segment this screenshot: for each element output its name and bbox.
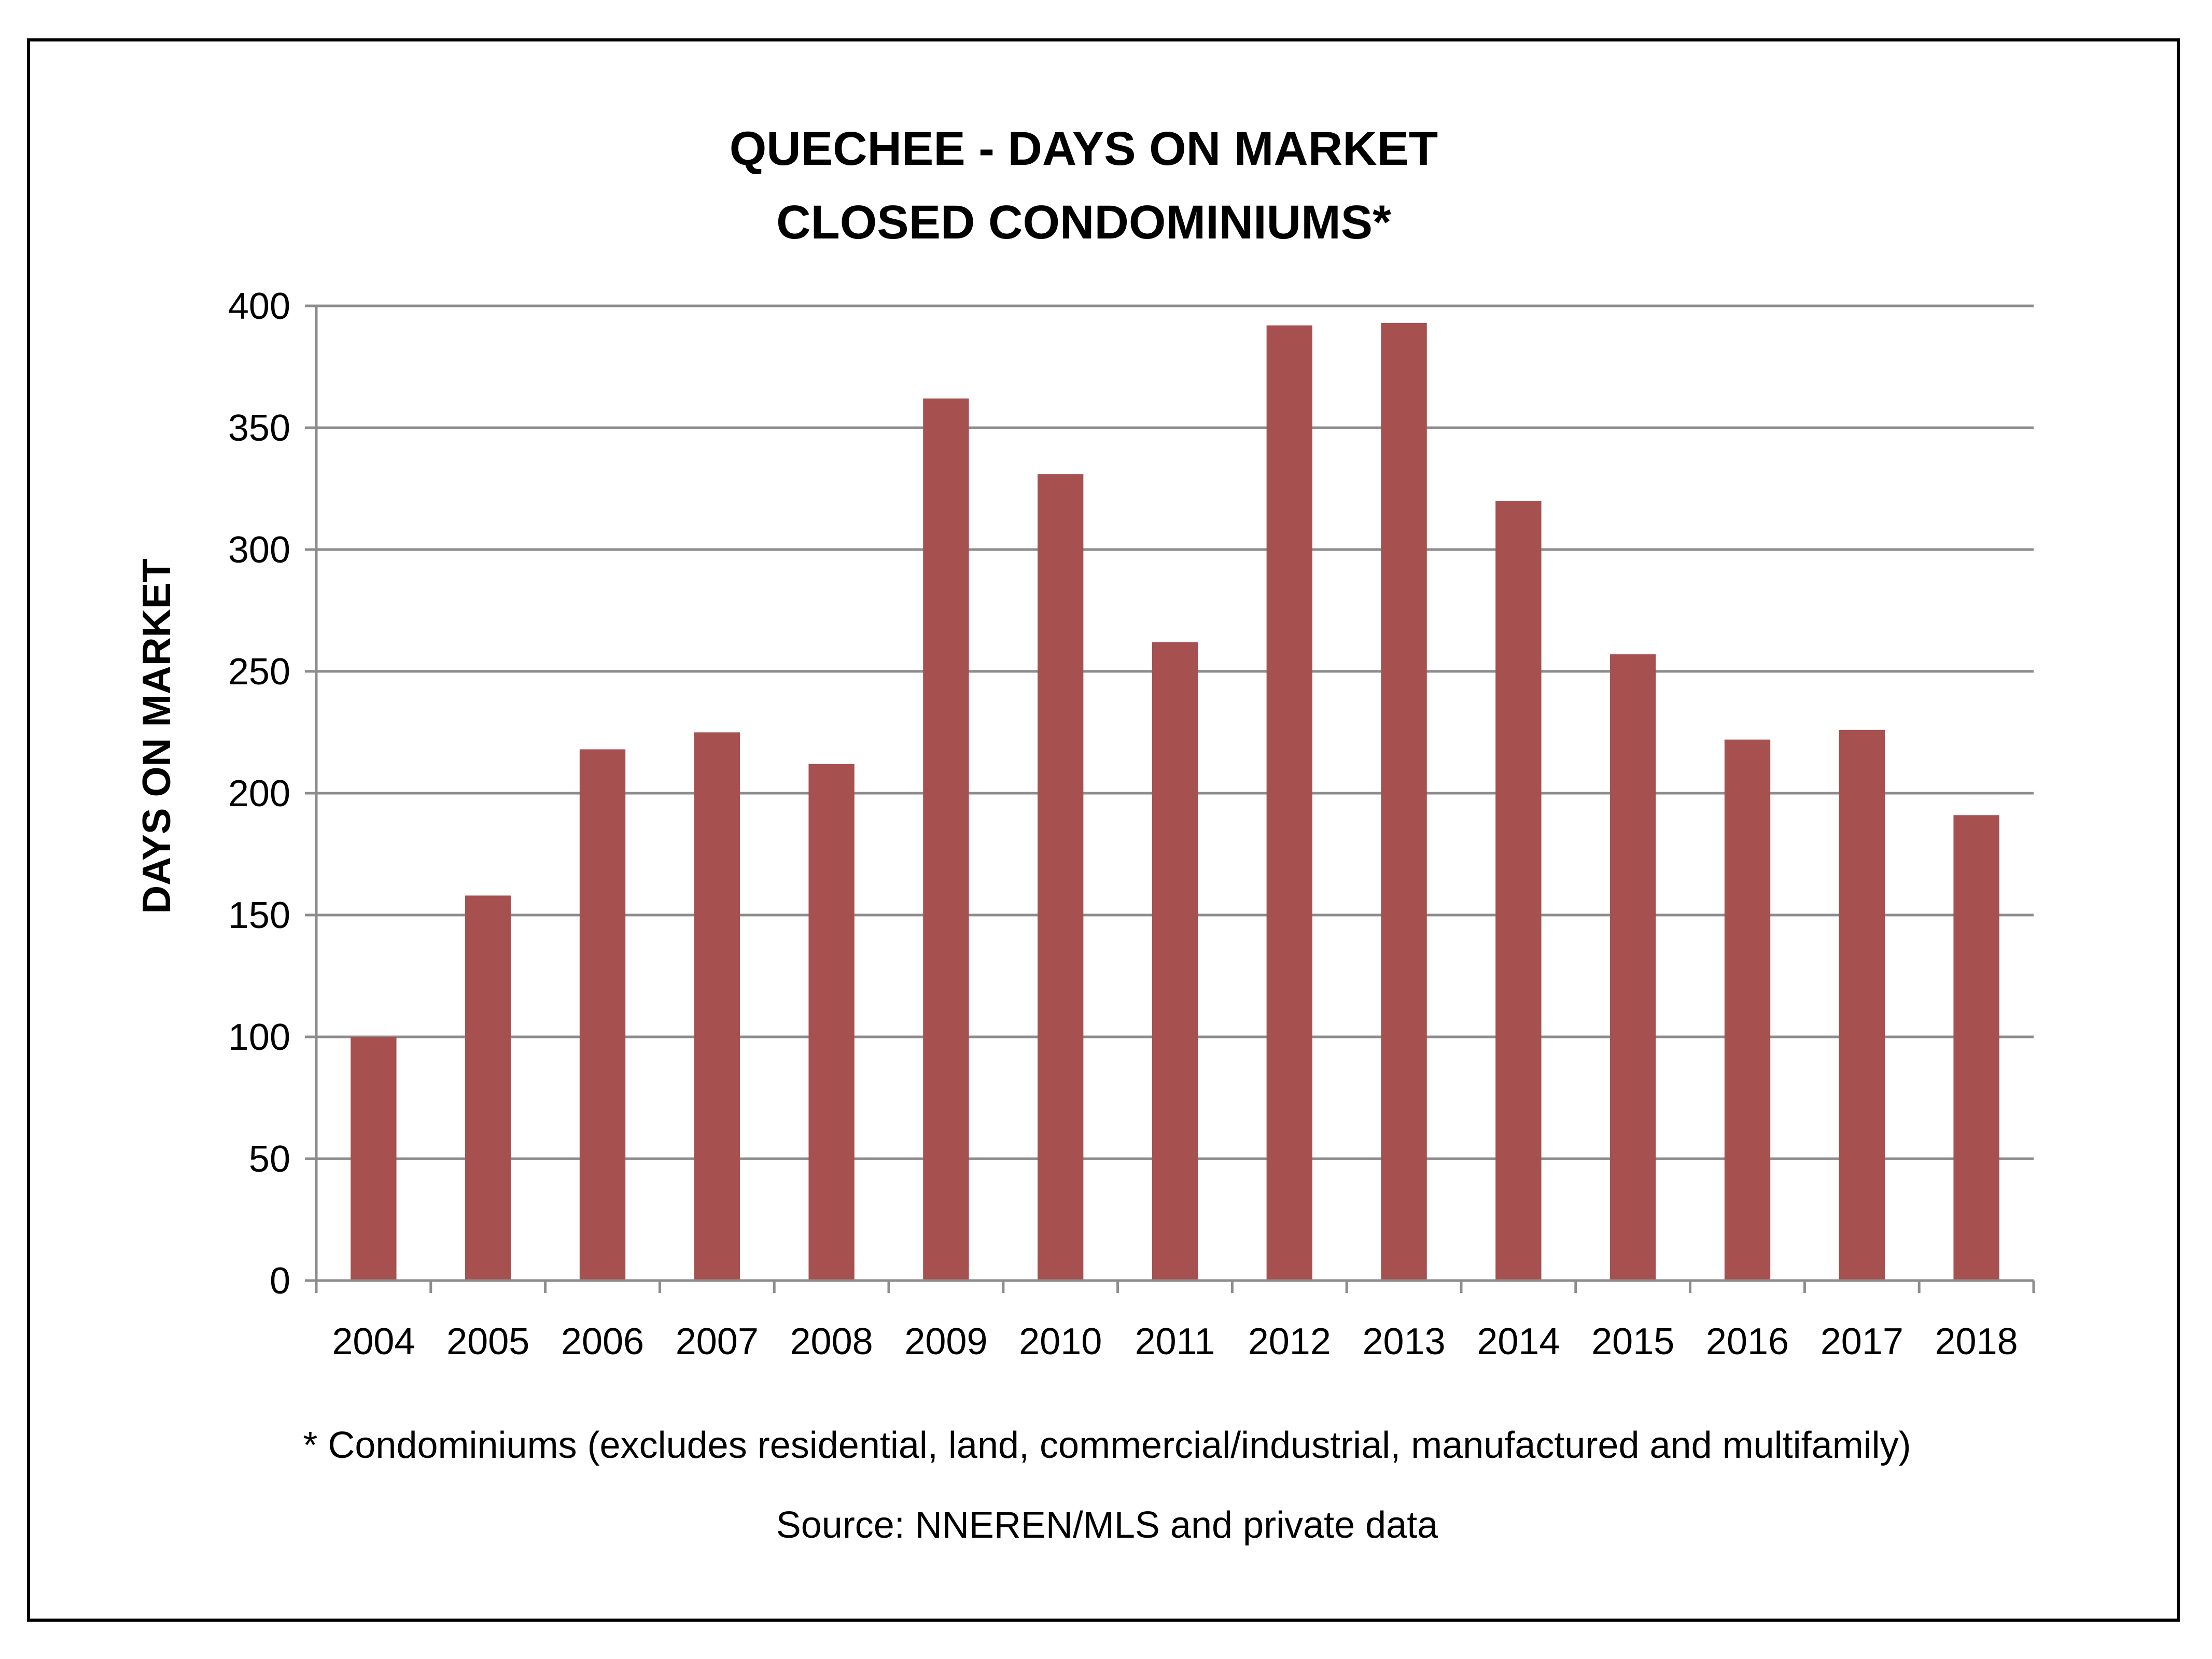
x-tick-label: 2009	[904, 1321, 987, 1362]
x-tick-label: 2007	[676, 1321, 759, 1362]
x-tick-label: 2005	[446, 1321, 529, 1362]
footnote: * Condominiums (excludes residential, la…	[303, 1425, 1911, 1466]
axes	[305, 306, 2035, 1293]
x-tick-label: 2015	[1591, 1321, 1674, 1362]
bar-2005	[465, 895, 511, 1281]
bar-2012	[1266, 325, 1312, 1281]
y-tick-label: 0	[270, 1260, 290, 1302]
x-tick-label: 2004	[332, 1321, 415, 1362]
bar-2018	[1953, 815, 1999, 1281]
x-tick-label: 2012	[1248, 1321, 1331, 1362]
x-tick-label: 2017	[1821, 1321, 1903, 1362]
bar-2004	[351, 1037, 397, 1281]
bar-2017	[1839, 729, 1885, 1281]
bar-2014	[1495, 501, 1542, 1281]
y-tick-labels: 0 50 100 150 200 250 300 350 400	[228, 286, 290, 1302]
y-axis-label: DAYS ON MARKET	[135, 558, 179, 913]
bar-2013	[1381, 322, 1427, 1281]
x-tick-label: 2013	[1363, 1321, 1446, 1362]
x-tick-label: 2016	[1706, 1321, 1789, 1362]
y-tick-label: 150	[228, 895, 290, 936]
bar-2007	[694, 732, 740, 1281]
y-tick-label: 50	[249, 1138, 290, 1180]
y-tick-label: 250	[228, 651, 290, 693]
bar-2016	[1724, 739, 1771, 1281]
bars	[351, 322, 1999, 1281]
x-tick-label: 2011	[1135, 1321, 1215, 1362]
bar-2015	[1610, 654, 1656, 1281]
chart-frame	[27, 38, 2180, 1622]
y-tick-label: 350	[228, 407, 290, 449]
x-tick-label: 2010	[1019, 1321, 1102, 1362]
bar-2006	[579, 749, 626, 1281]
x-tick-label: 2014	[1477, 1321, 1560, 1362]
source-note: Source: NNEREN/MLS and private data	[776, 1505, 1439, 1546]
x-tick-label: 2018	[1935, 1321, 2018, 1362]
bar-2010	[1038, 474, 1084, 1281]
y-tick-label: 300	[228, 529, 290, 571]
bar-2009	[923, 398, 969, 1281]
x-tick-labels: 2004 2005 2006 2007 2008 2009 2010 2011 2012 2013…	[332, 1321, 2018, 1362]
bar-2008	[808, 764, 855, 1281]
chart-title-line-1: QUECHEE - DAYS ON MARKET	[730, 122, 1438, 175]
x-tick-label: 2006	[561, 1321, 644, 1362]
y-tick-label: 200	[228, 773, 290, 814]
y-tick-label: 400	[228, 286, 290, 327]
y-tick-label: 100	[228, 1017, 290, 1058]
bar-2011	[1152, 642, 1198, 1281]
x-tick-label: 2008	[790, 1321, 873, 1362]
chart-title-line-2: CLOSED CONDOMINIUMS*	[776, 196, 1391, 249]
